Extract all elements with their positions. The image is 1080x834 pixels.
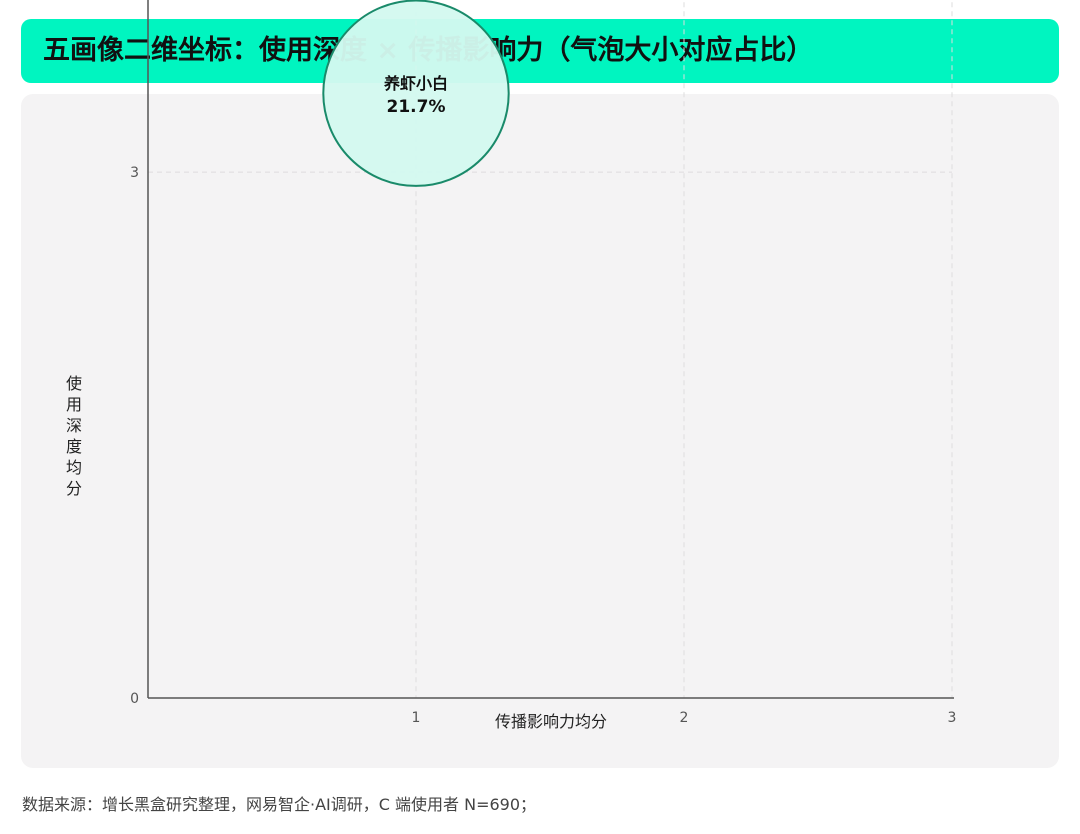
x-axis-label: 传播影响力均分: [495, 712, 607, 731]
y-tick-label: 3: [130, 165, 139, 181]
chart-panel: [21, 94, 1059, 768]
y-axis-label: 使用深度均分: [66, 374, 82, 498]
y-tick-label: 0: [130, 691, 139, 707]
x-tick-label: 3: [948, 710, 957, 726]
data-source-note: 数据来源：增长黑盒研究整理，网易智企·AI调研，C 端使用者 N=690；: [22, 795, 537, 814]
x-tick-label: 2: [680, 710, 689, 726]
bubble-name-label: 养虾小白: [383, 74, 448, 93]
x-tick-label: 1: [412, 710, 421, 726]
bubble-share-label: 21.7%: [387, 97, 446, 117]
bubble-1: [322, 0, 510, 187]
